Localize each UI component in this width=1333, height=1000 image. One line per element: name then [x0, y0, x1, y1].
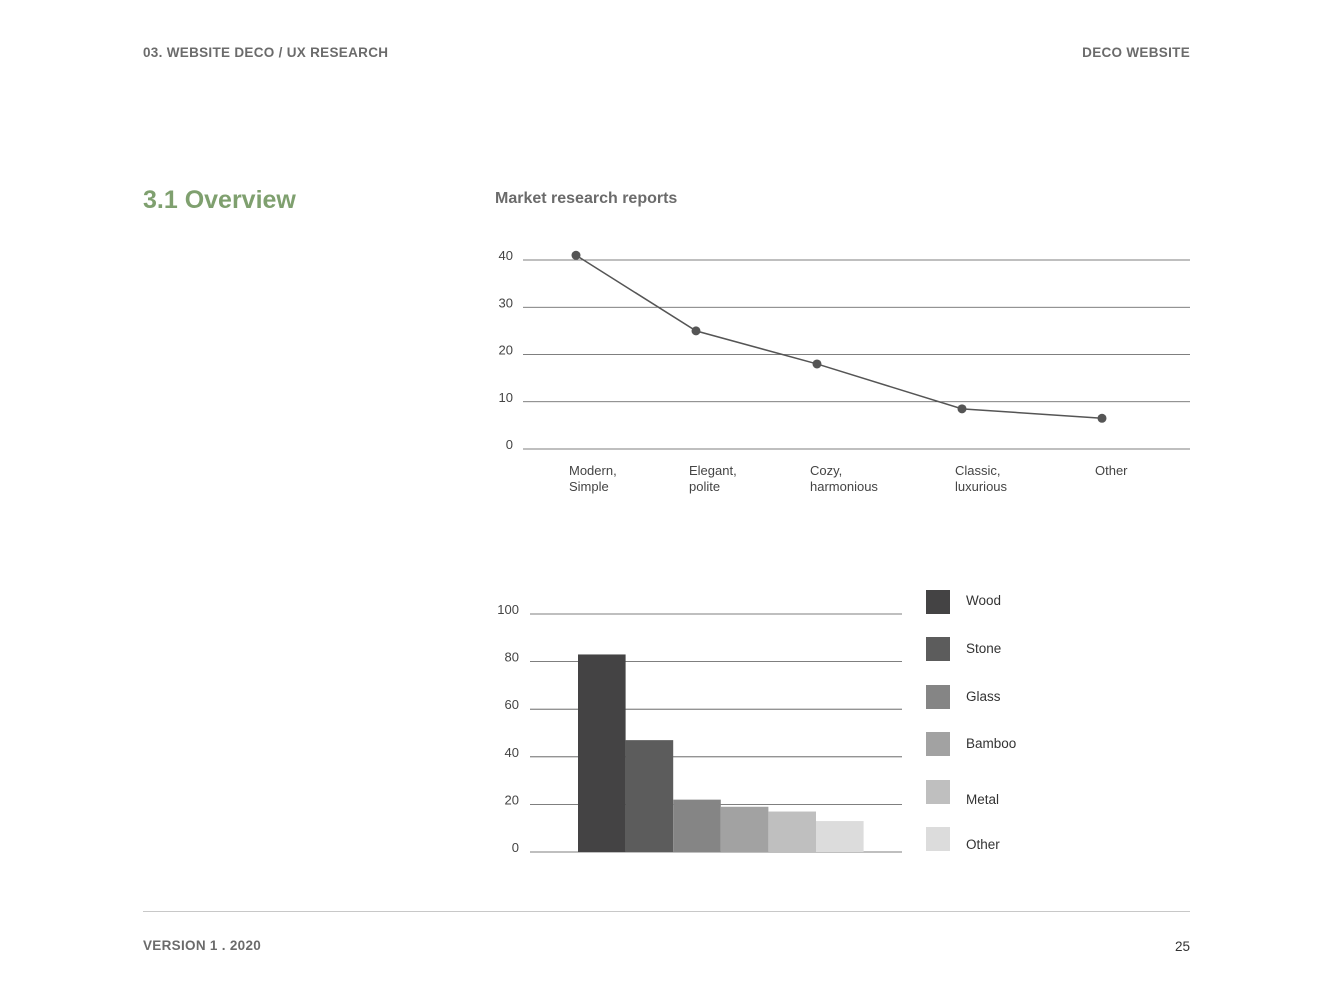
data-point — [957, 404, 967, 414]
section-title: 3.1 Overview — [143, 186, 296, 214]
series-line — [575, 254, 1103, 420]
legend-swatch — [926, 780, 950, 804]
legend-label: Bamboo — [966, 736, 1016, 751]
y-tick-label: 0 — [512, 840, 519, 855]
bar — [720, 806, 769, 852]
legend-label: Other — [966, 837, 1000, 852]
x-category-label: Cozy, harmonious — [810, 463, 878, 494]
legend-swatch — [926, 732, 950, 756]
bar — [816, 821, 864, 852]
bar-chart: 0 20 40 60 80 100 Wood Stone Glass Bamboo Metal Oth… — [497, 590, 1016, 855]
y-tick-label: 20 — [499, 343, 513, 358]
bar — [625, 740, 674, 852]
legend-swatch — [926, 590, 950, 614]
y-tick-label: 0 — [506, 437, 513, 452]
y-tick-label: 100 — [497, 602, 519, 617]
legend-swatch — [926, 827, 950, 851]
legend-swatch — [926, 685, 950, 709]
header-document-label: DECO WEBSITE — [1082, 45, 1190, 60]
footer-divider — [143, 911, 1190, 912]
data-point — [1097, 413, 1107, 423]
bar — [578, 654, 626, 852]
y-tick-label: 80 — [505, 650, 519, 665]
y-tick-label: 40 — [505, 745, 519, 760]
x-category-label: Modern, Simple — [569, 463, 617, 494]
line-chart: 0 10 20 30 40 Modern, Simple Elegant, polite Cozy… — [499, 248, 1190, 494]
data-point — [812, 359, 822, 369]
x-category-label: Other — [1095, 463, 1128, 478]
y-tick-label: 10 — [499, 390, 513, 405]
header-section-label: 03. WEBSITE DECO / UX RESEARCH — [143, 45, 389, 60]
footer-version: VERSION 1 . 2020 — [143, 938, 262, 953]
line-chart-title: Market research reports — [495, 190, 678, 207]
bar — [673, 799, 721, 852]
y-tick-label: 20 — [505, 792, 519, 807]
legend-label: Glass — [966, 689, 1001, 704]
y-tick-label: 40 — [499, 248, 513, 263]
x-category-label: Elegant, polite — [689, 463, 737, 494]
legend-label: Metal — [966, 792, 999, 807]
bar — [768, 811, 816, 852]
y-tick-label: 30 — [499, 295, 513, 310]
legend-swatch — [926, 637, 950, 661]
page-number: 25 — [1174, 939, 1190, 954]
data-point — [571, 250, 581, 260]
data-point — [691, 326, 701, 336]
y-tick-label: 60 — [505, 697, 519, 712]
legend-label: Wood — [966, 593, 1001, 608]
legend-label: Stone — [966, 641, 1001, 656]
x-category-label: Classic, luxurious — [955, 463, 1008, 494]
